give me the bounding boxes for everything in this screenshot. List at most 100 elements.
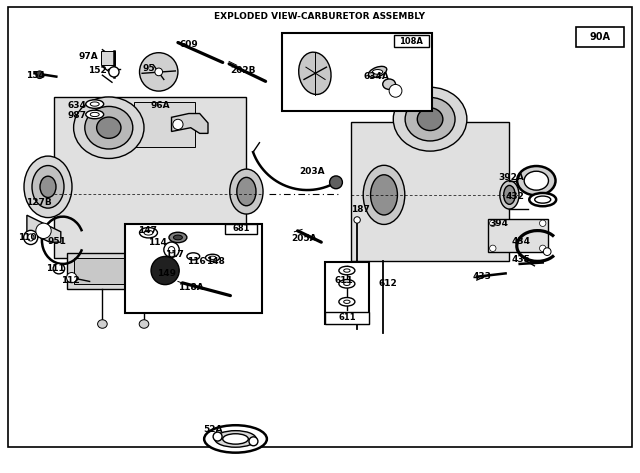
Circle shape — [109, 67, 119, 77]
Text: 95: 95 — [142, 64, 155, 73]
Text: 111: 111 — [46, 264, 65, 273]
Bar — [576, 27, 624, 47]
Text: 114: 114 — [148, 237, 167, 247]
Bar — [74, 258, 134, 284]
Ellipse shape — [417, 108, 443, 131]
Text: 987: 987 — [67, 111, 86, 121]
Ellipse shape — [98, 320, 108, 328]
Bar — [134, 102, 195, 147]
Polygon shape — [27, 215, 61, 242]
Text: 147: 147 — [138, 226, 157, 236]
Ellipse shape — [383, 79, 396, 89]
Ellipse shape — [86, 110, 104, 119]
Ellipse shape — [504, 185, 515, 204]
Text: 118A: 118A — [178, 283, 204, 292]
Text: 634A: 634A — [364, 72, 389, 81]
Circle shape — [354, 217, 360, 223]
Text: 90A: 90A — [590, 32, 611, 43]
Text: 394: 394 — [490, 219, 509, 228]
Ellipse shape — [237, 177, 256, 206]
Text: 117: 117 — [165, 250, 184, 259]
Circle shape — [543, 248, 551, 255]
Ellipse shape — [339, 266, 355, 275]
Ellipse shape — [90, 102, 99, 106]
Text: 611: 611 — [334, 275, 353, 285]
Ellipse shape — [85, 106, 133, 149]
Ellipse shape — [344, 282, 350, 285]
Ellipse shape — [144, 230, 153, 235]
Text: 127B: 127B — [26, 198, 51, 207]
Ellipse shape — [529, 193, 556, 206]
Text: 681: 681 — [232, 224, 250, 234]
Circle shape — [490, 220, 496, 227]
Text: 951: 951 — [48, 236, 67, 246]
Bar — [225, 224, 257, 234]
Circle shape — [36, 223, 51, 238]
Text: 392A: 392A — [498, 173, 524, 182]
Ellipse shape — [204, 425, 267, 453]
Text: 97A: 97A — [78, 52, 98, 61]
Circle shape — [249, 437, 258, 446]
Ellipse shape — [393, 87, 467, 151]
Text: 112: 112 — [61, 275, 79, 285]
Circle shape — [164, 242, 179, 257]
Ellipse shape — [24, 230, 38, 245]
Text: 434: 434 — [512, 236, 531, 246]
Ellipse shape — [97, 117, 121, 139]
Bar — [282, 33, 432, 111]
Circle shape — [140, 53, 178, 91]
Ellipse shape — [187, 253, 200, 260]
Circle shape — [389, 84, 402, 97]
Text: 612: 612 — [379, 279, 397, 289]
Ellipse shape — [223, 434, 248, 444]
Ellipse shape — [364, 166, 405, 225]
Ellipse shape — [339, 280, 355, 288]
Text: 52A: 52A — [204, 425, 223, 434]
Ellipse shape — [140, 228, 157, 238]
Bar — [394, 35, 429, 47]
Text: 187: 187 — [351, 204, 369, 214]
Ellipse shape — [230, 169, 263, 214]
Bar — [125, 224, 262, 313]
Text: 149: 149 — [157, 269, 176, 278]
Ellipse shape — [209, 256, 216, 259]
Text: 432: 432 — [506, 192, 524, 201]
Text: 152: 152 — [88, 65, 107, 75]
Text: 205A: 205A — [291, 234, 317, 244]
Bar — [325, 312, 369, 324]
Text: 154: 154 — [26, 71, 44, 80]
Ellipse shape — [28, 234, 34, 241]
Text: 634: 634 — [67, 100, 86, 110]
Text: 202B: 202B — [230, 65, 256, 75]
Ellipse shape — [344, 300, 350, 304]
Circle shape — [213, 432, 222, 441]
Text: 96A: 96A — [150, 100, 170, 110]
Circle shape — [490, 245, 496, 252]
Ellipse shape — [371, 175, 397, 215]
Text: 435: 435 — [512, 254, 531, 264]
Bar — [488, 219, 548, 252]
Ellipse shape — [339, 298, 355, 306]
Ellipse shape — [169, 232, 187, 243]
Text: 609: 609 — [179, 40, 198, 50]
Circle shape — [173, 119, 183, 130]
Ellipse shape — [74, 97, 144, 158]
Circle shape — [151, 256, 179, 285]
Ellipse shape — [344, 269, 350, 272]
Ellipse shape — [369, 66, 387, 78]
Text: 116: 116 — [187, 256, 205, 266]
Circle shape — [540, 220, 546, 227]
Circle shape — [168, 246, 175, 253]
Ellipse shape — [372, 70, 383, 74]
Ellipse shape — [32, 166, 64, 208]
Ellipse shape — [517, 166, 556, 195]
Ellipse shape — [40, 176, 56, 198]
Polygon shape — [172, 114, 208, 133]
Bar — [325, 262, 369, 324]
Ellipse shape — [500, 181, 519, 209]
Ellipse shape — [524, 171, 548, 190]
Text: 148: 148 — [206, 256, 225, 266]
Ellipse shape — [173, 235, 182, 240]
Text: EXPLODED VIEW-CARBURETOR ASSEMBLY: EXPLODED VIEW-CARBURETOR ASSEMBLY — [214, 12, 426, 21]
Bar — [351, 122, 509, 261]
